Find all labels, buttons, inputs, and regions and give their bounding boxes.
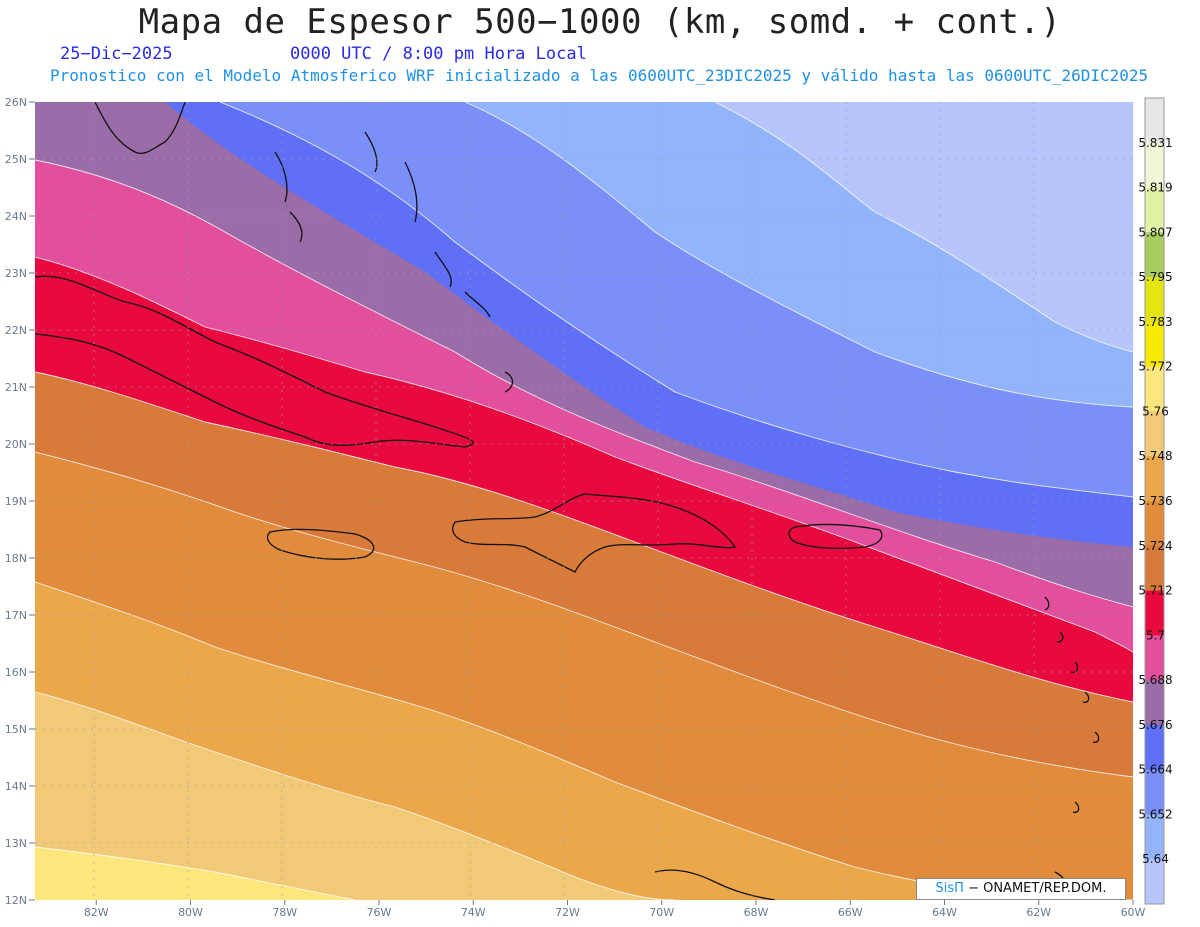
- sispi-logo-text: SisΠ: [935, 881, 964, 896]
- colorbar-label: 5.831: [1138, 136, 1172, 150]
- forecast-description: Pronostico con el Modelo Atmosferico WRF…: [50, 66, 1149, 85]
- lat-tick-label: 21N: [5, 381, 27, 394]
- lat-tick-label: 18N: [5, 552, 27, 565]
- colorbar-label: 5.676: [1138, 718, 1172, 732]
- puerto-rico-coast: [788, 523, 883, 550]
- hispaniola-coast: [452, 493, 737, 573]
- colorbar-swatch: [1145, 769, 1164, 815]
- colorbar-label: 5.748: [1138, 449, 1172, 463]
- bahamas-islands: [274, 131, 514, 393]
- colorbar-swatch: [1145, 98, 1164, 144]
- thickness-contours: [35, 102, 1133, 900]
- credit-box: SisΠ − ONAMET/REP.DOM.: [916, 878, 1126, 900]
- band-5-760: [35, 692, 675, 900]
- colorbar-label: 5.736: [1138, 494, 1172, 508]
- map-title: Mapa de Espesor 500−1000 (km, somd. + co…: [138, 2, 1062, 42]
- colorbar-label: 5.819: [1138, 181, 1172, 195]
- lon-tick-label: 60W: [1121, 906, 1146, 919]
- lat-tick-label: 19N: [5, 495, 27, 508]
- lesser-antilles: [1044, 596, 1100, 893]
- colorbar-swatch: [1145, 590, 1164, 636]
- lon-tick-label: 68W: [744, 906, 769, 919]
- colorbar-label: 5.772: [1138, 360, 1172, 374]
- colorbar-border: [1144, 97, 1165, 905]
- colorbar-swatch: [1145, 680, 1164, 726]
- colorbar: 5.831 5.819 5.807 5.795 5.783 5.772 5.76 5.748 5…: [1138, 97, 1173, 905]
- florida-coast: [94, 102, 186, 154]
- lon-tick-label: 64W: [932, 906, 957, 919]
- lat-tick-label: 12N: [5, 894, 27, 907]
- colorbar-swatch: [1145, 411, 1164, 457]
- forecast-time: 0000 UTC / 8:00 pm Hora Local: [290, 44, 587, 64]
- colorbar-swatch: [1145, 366, 1164, 412]
- lat-tick-label: 24N: [5, 210, 27, 223]
- lon-tick-label: 62W: [1026, 906, 1051, 919]
- colorbar-label: 5.795: [1138, 270, 1172, 284]
- colorbar-label: 5.7: [1146, 628, 1165, 642]
- band-5-772: [35, 847, 355, 900]
- lat-tick-label: 14N: [5, 780, 27, 793]
- coastlines: [35, 102, 1100, 900]
- lon-tick-label: 72W: [555, 906, 580, 919]
- lat-tick-label: 26N: [5, 96, 27, 109]
- jamaica-coast: [266, 528, 375, 560]
- cuba-coast: [35, 275, 474, 448]
- colorbar-swatch: [1145, 545, 1164, 592]
- colorbar-swatch: [1145, 187, 1164, 233]
- lat-tick-label: 17N: [5, 609, 27, 622]
- lat-tick-label: 25N: [5, 153, 27, 166]
- colorbar-swatch: [1145, 277, 1164, 323]
- lat-tick-label: 23N: [5, 267, 27, 280]
- colorbar-label: 5.724: [1138, 539, 1172, 553]
- colorbar-swatch: [1145, 635, 1164, 681]
- lat-tick-label: 16N: [5, 666, 27, 679]
- colorbar-swatch: [1145, 321, 1164, 368]
- colorbar-label: 5.712: [1138, 584, 1172, 598]
- forecast-date: 25−Dic−2025: [60, 44, 173, 64]
- lat-tick-label: 15N: [5, 723, 27, 736]
- colorbar-label: 5.807: [1138, 225, 1172, 239]
- longitude-ticks: 82W 80W 78W 76W 74W 72W 70W 68W 66W 64W 62W 60W: [84, 900, 1146, 919]
- colorbar-label: 5.664: [1138, 763, 1172, 777]
- colorbar-swatch: [1145, 456, 1164, 502]
- colorbar-label: 5.783: [1138, 315, 1172, 329]
- latitude-ticks: 26N 25N 24N 23N 22N 21N 20N 19N 18N 17N 16N 15N 14N 1…: [5, 96, 35, 907]
- south-america-coast: [654, 869, 776, 900]
- lat-tick-label: 20N: [5, 438, 27, 451]
- colorbar-swatch: [1145, 724, 1164, 771]
- colorbar-swatch: [1145, 232, 1164, 278]
- lat-tick-label: 22N: [5, 324, 27, 337]
- lon-tick-label: 80W: [178, 906, 203, 919]
- lon-tick-label: 78W: [272, 906, 297, 919]
- lat-tick-label: 13N: [5, 837, 27, 850]
- colorbar-label: 5.688: [1138, 673, 1172, 687]
- colorbar-swatch: [1145, 501, 1164, 547]
- colorbar-swatch: [1145, 859, 1164, 905]
- graticule: [35, 102, 1133, 900]
- lon-tick-label: 70W: [649, 906, 674, 919]
- lon-tick-label: 82W: [84, 906, 109, 919]
- colorbar-label: 5.76: [1142, 404, 1169, 418]
- colorbar-swatch: [1145, 814, 1164, 860]
- thickness-map: [35, 102, 1133, 900]
- lon-tick-label: 76W: [367, 906, 392, 919]
- colorbar-label: 5.64: [1142, 852, 1169, 866]
- lon-tick-label: 66W: [838, 906, 863, 919]
- credit-text: − ONAMET/REP.DOM.: [963, 881, 1107, 896]
- colorbar-label: 5.652: [1138, 807, 1172, 821]
- colorbar-swatch: [1145, 142, 1164, 189]
- lon-tick-label: 74W: [461, 906, 486, 919]
